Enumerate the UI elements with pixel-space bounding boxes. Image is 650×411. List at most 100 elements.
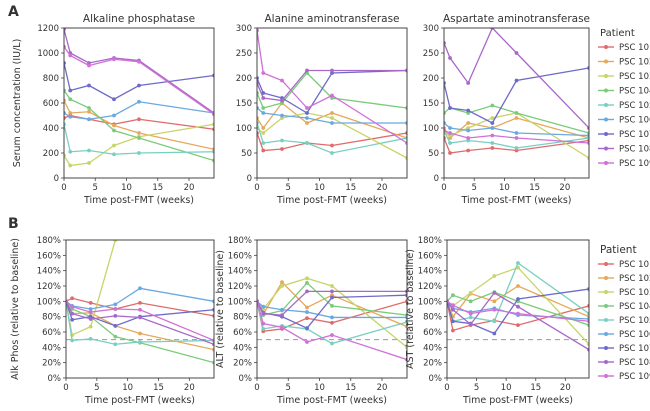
data-point-psc-107 <box>448 106 452 110</box>
x-tick-label: 0 <box>444 383 449 393</box>
series-line-psc-109 <box>257 301 407 361</box>
legend-label-psc-101: PSC 101 <box>619 260 650 270</box>
series-line-psc-109 <box>64 46 214 115</box>
data-point-psc-107 <box>261 91 266 95</box>
data-point-psc-107 <box>305 326 309 331</box>
data-point-psc-105 <box>448 141 452 145</box>
data-point-psc-105 <box>514 146 519 150</box>
data-point-psc-106 <box>87 117 91 122</box>
data-point-psc-105 <box>88 337 93 341</box>
y-tick-label: 120% <box>228 282 252 292</box>
data-point-psc-108 <box>587 347 589 352</box>
data-point-psc-103 <box>405 156 407 160</box>
data-point-psc-101 <box>261 148 266 153</box>
series-line-psc-106 <box>66 287 214 310</box>
data-point-psc-105 <box>468 315 473 320</box>
data-point-psc-103 <box>405 345 407 350</box>
data-point-psc-105 <box>137 151 141 155</box>
data-point-psc-101 <box>64 116 66 120</box>
y-tick-label: 0 <box>54 174 59 184</box>
y-tick-label: 800 <box>43 74 59 84</box>
data-point-psc-102 <box>305 305 309 310</box>
legend-marker-psc-103 <box>604 74 608 78</box>
y-axis-label: Alk Phos (relative to baseline) <box>10 238 21 380</box>
y-tick-label: 300 <box>236 24 252 34</box>
legend-marker-psc-107 <box>604 132 608 136</box>
data-point-psc-106 <box>257 106 259 110</box>
data-point-psc-107 <box>492 331 497 336</box>
x-tick-label: 20 <box>184 383 195 393</box>
legend-marker-psc-101 <box>604 45 608 49</box>
data-point-psc-102 <box>257 116 259 120</box>
data-point-psc-107 <box>305 111 309 115</box>
data-point-psc-103 <box>138 236 142 240</box>
data-point-psc-104 <box>468 299 473 304</box>
legend-marker-psc-101 <box>604 262 608 266</box>
x-tick-label: 10 <box>314 183 325 193</box>
legend-label-psc-101: PSC 101 <box>619 43 650 53</box>
legend-marker-psc-108 <box>604 360 608 364</box>
y-tick-label: 140% <box>37 267 61 277</box>
x-tick-label: 15 <box>153 383 164 393</box>
data-point-psc-109 <box>330 93 334 98</box>
data-point-psc-108 <box>280 313 284 318</box>
series-line-psc-107 <box>257 69 407 114</box>
data-point-psc-107 <box>587 66 589 70</box>
legend-label-psc-103: PSC 103 <box>619 288 650 298</box>
legend-marker-psc-105 <box>604 103 608 107</box>
data-point-psc-107 <box>257 76 259 80</box>
data-point-psc-109 <box>466 136 471 140</box>
data-point-psc-109 <box>330 333 334 337</box>
data-point-psc-101 <box>330 143 334 148</box>
data-point-psc-107 <box>64 61 66 65</box>
data-point-psc-103 <box>490 116 495 120</box>
data-point-psc-107 <box>70 317 75 322</box>
data-point-psc-109 <box>405 357 407 362</box>
y-tick-label: 400 <box>43 124 59 134</box>
data-point-psc-105 <box>330 151 334 155</box>
data-point-psc-109 <box>257 299 259 304</box>
data-point-psc-106 <box>330 121 334 125</box>
data-point-psc-101 <box>516 323 520 327</box>
data-point-psc-108 <box>212 342 214 347</box>
x-tick-label: 0 <box>254 383 259 393</box>
y-tick-label: 0 <box>434 174 439 184</box>
data-point-psc-109 <box>444 128 446 133</box>
y-tick-label: 200 <box>236 74 252 84</box>
legend-label-psc-106: PSC 106 <box>619 330 650 340</box>
x-tick-label: 15 <box>152 183 163 193</box>
chart-title: Alkaline phosphatase <box>83 13 195 25</box>
legend-label-psc-102: PSC 102 <box>619 58 650 68</box>
data-point-psc-107 <box>112 97 116 102</box>
x-tick-label: 20 <box>377 383 388 393</box>
series-line-psc-107 <box>444 67 589 124</box>
data-point-psc-109 <box>405 141 407 145</box>
data-point-psc-101 <box>466 148 471 153</box>
data-point-psc-103 <box>64 153 66 158</box>
y-tick-label: 40% <box>423 343 442 353</box>
data-point-psc-102 <box>112 123 116 128</box>
data-point-psc-103 <box>113 240 118 242</box>
legend-label-psc-104: PSC 104 <box>619 302 650 312</box>
data-point-psc-104 <box>257 91 259 95</box>
x-axis-label: Time post-FMT (weeks) <box>276 395 387 406</box>
legend-label-psc-109: PSC 109 <box>619 372 650 382</box>
data-point-psc-107 <box>68 88 73 93</box>
data-point-psc-105 <box>516 261 520 265</box>
data-point-psc-108 <box>113 314 118 318</box>
data-point-psc-103 <box>261 131 266 135</box>
y-tick-label: 120% <box>418 282 442 292</box>
data-point-psc-102 <box>405 324 407 329</box>
data-point-psc-104 <box>514 111 519 115</box>
data-point-psc-104 <box>490 103 495 108</box>
legend-marker-psc-108 <box>604 146 608 151</box>
series-line-psc-102 <box>257 102 407 139</box>
y-tick-label: 120% <box>37 282 61 292</box>
data-point-psc-107 <box>444 81 446 85</box>
x-tick-label: 10 <box>314 383 325 393</box>
data-point-psc-106 <box>305 310 309 314</box>
series-line-psc-101 <box>444 137 589 154</box>
data-point-psc-104 <box>212 158 214 163</box>
x-tick-label: 10 <box>122 383 133 393</box>
data-point-psc-102 <box>492 299 497 304</box>
